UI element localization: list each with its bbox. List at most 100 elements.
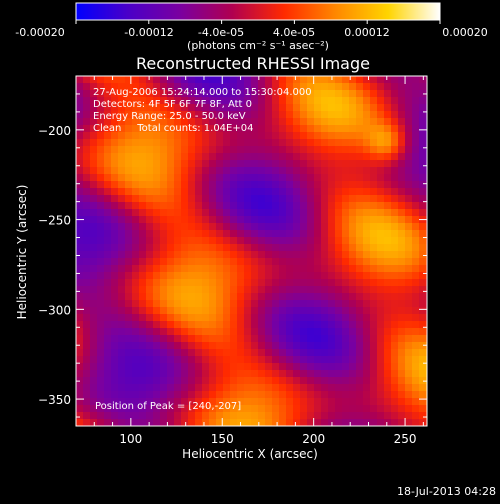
heatmap-cell [160,356,167,363]
heatmap-cell [195,349,202,356]
heatmap-cell [167,356,174,363]
heatmap-cell [237,160,244,167]
heatmap-cell [97,83,104,90]
heatmap-cell [90,139,97,146]
heatmap-cell [202,104,209,111]
heatmap-cell [146,314,153,321]
heatmap-cell [230,104,237,111]
heatmap-cell [251,118,258,125]
heatmap-cell [412,398,419,405]
heatmap-cell [391,356,398,363]
heatmap-cell [181,370,188,377]
heatmap-cell [230,146,237,153]
heatmap-cell [405,97,412,104]
heatmap-cell [398,209,405,216]
heatmap-cell [237,188,244,195]
heatmap-cell [286,160,293,167]
heatmap-cell [132,363,139,370]
heatmap-cell [216,118,223,125]
heatmap-cell [237,258,244,265]
heatmap-cell [265,83,272,90]
heatmap-cell [181,237,188,244]
heatmap-cell [237,272,244,279]
heatmap-cell [146,265,153,272]
heatmap-cell [153,202,160,209]
heatmap-cell [188,83,195,90]
heatmap-cell [272,272,279,279]
heatmap-cell [384,279,391,286]
heatmap-cell [97,139,104,146]
heatmap-cell [209,132,216,139]
heatmap-cell [328,349,335,356]
heatmap-cell [125,300,132,307]
heatmap-cell [272,363,279,370]
heatmap-cell [83,412,90,419]
heatmap-cell [181,83,188,90]
heatmap-cell [258,237,265,244]
heatmap-cell [90,314,97,321]
heatmap-cell [209,412,216,419]
heatmap-cell [314,174,321,181]
heatmap-cell [384,132,391,139]
heatmap-cell [209,167,216,174]
heatmap-cell [356,195,363,202]
heatmap-cell [251,349,258,356]
heatmap-cell [132,160,139,167]
heatmap-cell [391,230,398,237]
heatmap-cell [412,202,419,209]
heatmap-cell [244,223,251,230]
heatmap-cell [342,251,349,258]
heatmap-cell [202,237,209,244]
heatmap-cell [342,139,349,146]
heatmap-cell [384,223,391,230]
heatmap-cell [216,244,223,251]
heatmap-cell [76,293,83,300]
heatmap-cell [146,349,153,356]
heatmap-cell [384,139,391,146]
heatmap-cell [300,160,307,167]
heatmap-cell [195,97,202,104]
heatmap-cell [321,216,328,223]
heatmap-cell [377,363,384,370]
heatmap-cell [174,321,181,328]
heatmap-cell [265,251,272,258]
heatmap-cell [118,391,125,398]
heatmap-cell [328,167,335,174]
heatmap-cell [251,209,258,216]
heatmap-cell [405,83,412,90]
heatmap-cell [202,356,209,363]
heatmap-cell [398,83,405,90]
heatmap-cell [216,195,223,202]
heatmap-cell [111,111,118,118]
heatmap-cell [244,230,251,237]
heatmap-cell [181,412,188,419]
heatmap-cell [139,391,146,398]
heatmap-cell [251,398,258,405]
heatmap-cell [202,111,209,118]
heatmap-cell [258,174,265,181]
heatmap-cell [258,251,265,258]
heatmap-cell [181,104,188,111]
heatmap-cell [118,97,125,104]
heatmap-cell [244,370,251,377]
heatmap-cell [83,174,90,181]
heatmap-cell [139,209,146,216]
heatmap-cell [300,125,307,132]
heatmap-cell [307,398,314,405]
heatmap-cell [370,153,377,160]
heatmap-cell [356,111,363,118]
heatmap-cell [202,286,209,293]
heatmap-cell [405,104,412,111]
heatmap-cell [132,398,139,405]
heatmap-cell [83,377,90,384]
heatmap-cell [76,139,83,146]
heatmap-cell [97,251,104,258]
heatmap-cell [237,90,244,97]
heatmap-cell [307,335,314,342]
heatmap-cell [90,83,97,90]
heatmap-cell [195,174,202,181]
heatmap-cell [118,272,125,279]
heatmap-cell [90,76,97,83]
heatmap-cell [307,125,314,132]
heatmap-cell [335,216,342,223]
